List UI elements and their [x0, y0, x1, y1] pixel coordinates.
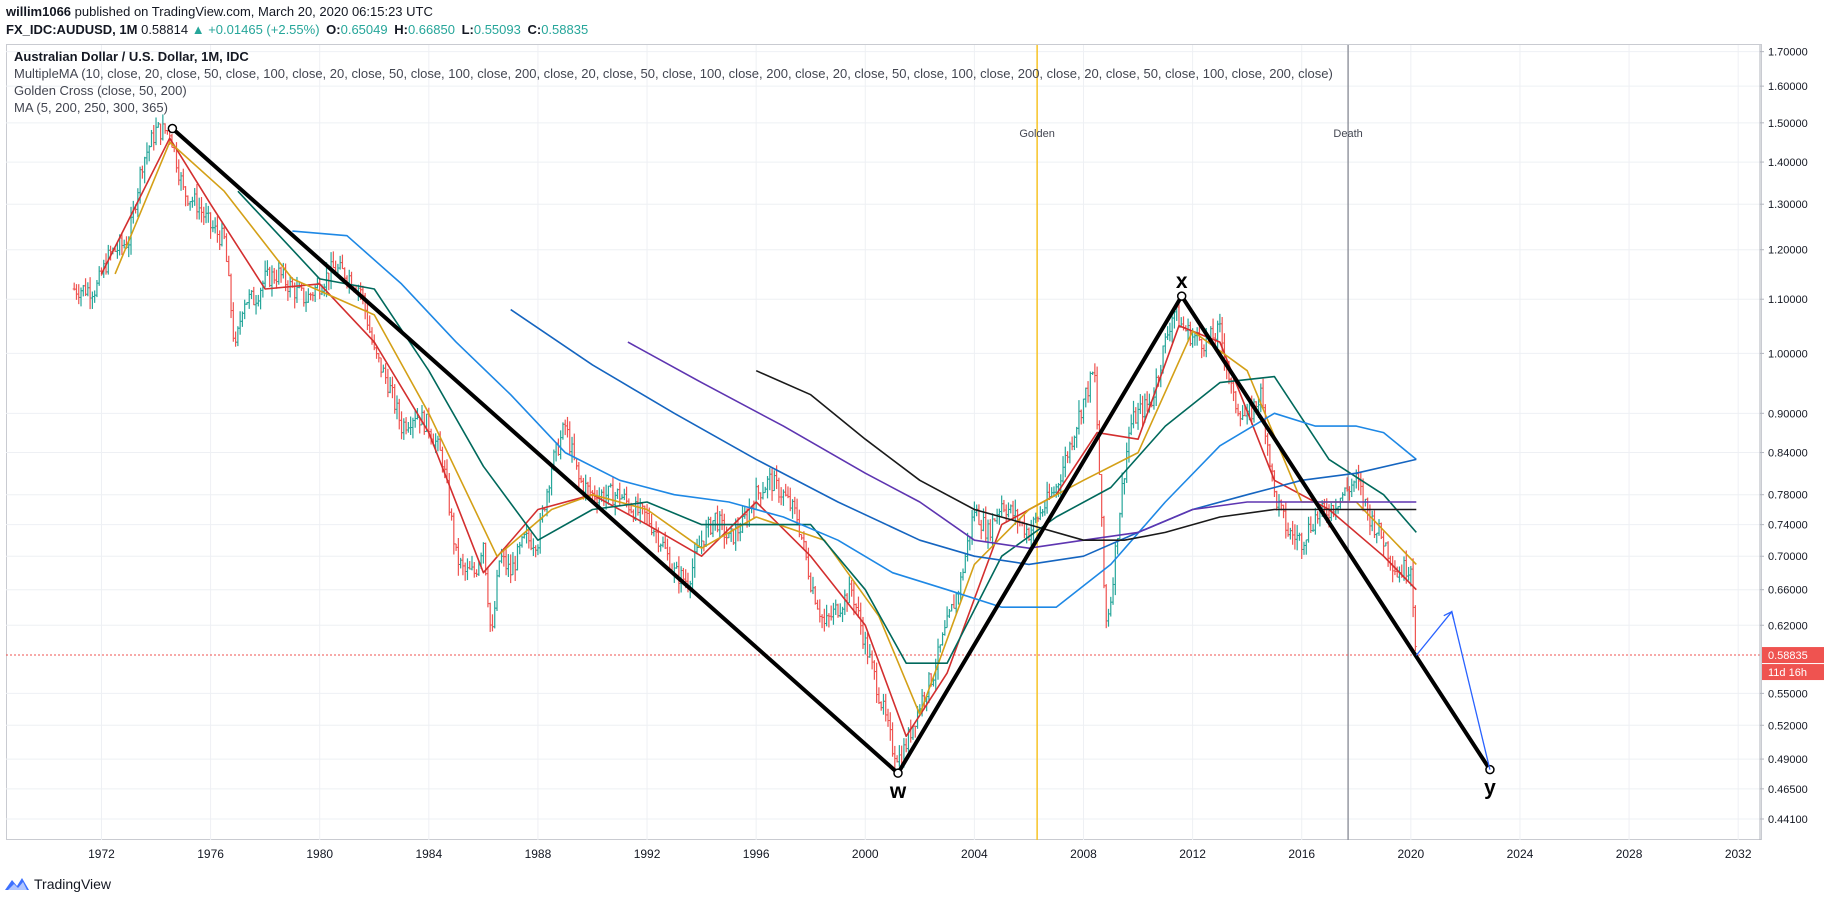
legend-multiple-ma[interactable]: MultipleMA (10, close, 20, close, 50, cl… [14, 66, 1333, 81]
time-tick-label: 2000 [852, 847, 879, 861]
wave-anchor[interactable] [893, 768, 903, 778]
tradingview-logo-icon[interactable] [4, 876, 30, 892]
time-axis[interactable]: 1972 1976 1980 1984 1988 1992 1996 2000 2004 2008… [88, 847, 1752, 861]
price-tick-label: 0.44100 [1768, 814, 1808, 826]
price-change: +0.01465 (+2.55%) [208, 22, 320, 37]
publish-date: published on TradingView.com, March 20, … [74, 4, 433, 19]
price-tick-label: 1.20000 [1768, 245, 1808, 257]
time-tick-label: 2028 [1616, 847, 1643, 861]
low-label: L: [461, 22, 474, 37]
time-tick-label: 2012 [1179, 847, 1206, 861]
wave-line[interactable] [171, 127, 1492, 776]
time-tick-label: 1976 [197, 847, 224, 861]
symbol-label[interactable]: FX_IDC:AUDUSD, 1M [6, 22, 138, 37]
countdown-label: 11d 16h [1768, 667, 1807, 679]
price-tick-label: 0.90000 [1768, 408, 1808, 420]
moving-averages [100, 137, 1417, 738]
time-tick-label: 1988 [525, 847, 552, 861]
time-tick-label: 2004 [961, 847, 988, 861]
price-tick-label: 0.55000 [1768, 688, 1808, 700]
publish-info: willim1066 published on TradingView.com,… [6, 2, 433, 22]
event-markers: Golden Death [6, 45, 1760, 840]
ma-line [114, 141, 1417, 716]
price-tick-label: 0.49000 [1768, 754, 1808, 766]
time-tick-label: 1972 [88, 847, 115, 861]
price-tick-label: 0.74000 [1768, 520, 1808, 532]
legend-golden-cross[interactable]: Golden Cross (close, 50, 200) [14, 83, 187, 98]
high-label: H: [394, 22, 408, 37]
chart-grid [6, 45, 1760, 840]
event-label-death: Death [1333, 128, 1362, 140]
time-tick-label: 1984 [415, 847, 442, 861]
ma-line [627, 341, 1417, 549]
ma-line [510, 308, 1417, 566]
wave-label-w[interactable]: w [889, 780, 907, 803]
brand-name[interactable]: TradingView [34, 876, 112, 892]
price-tick-label: 1.10000 [1768, 294, 1808, 306]
price-tick-label: 1.70000 [1768, 47, 1808, 59]
change-arrow-icon: ▲ [191, 22, 205, 37]
price-tick-label: 0.84000 [1768, 448, 1808, 460]
time-tick-label: 2020 [1397, 847, 1424, 861]
chart-frame [6, 44, 1762, 840]
last-price: 0.58814 [141, 22, 189, 37]
time-tick-label: 1980 [306, 847, 333, 861]
high-value: 0.66850 [407, 22, 455, 37]
price-tick-label: 0.62000 [1768, 620, 1808, 632]
projection-arrow-icon[interactable] [1443, 610, 1455, 620]
time-tick-label: 2008 [1070, 847, 1097, 861]
price-tick-label: 0.52000 [1768, 720, 1808, 732]
price-tick-label: 1.40000 [1768, 157, 1808, 169]
wave-anchor[interactable] [1485, 764, 1495, 775]
price-tick-label: 0.66000 [1768, 585, 1808, 597]
legend-title[interactable]: Australian Dollar / U.S. Dollar, 1M, IDC [14, 49, 249, 64]
projection-line[interactable] [1415, 610, 1491, 770]
last-price-label: 0.58835 [1768, 650, 1808, 662]
open-value: 0.65049 [340, 22, 388, 37]
ma-line [100, 137, 1417, 738]
price-tick-label: 1.00000 [1768, 348, 1808, 360]
price-tick-label: 1.60000 [1768, 81, 1808, 93]
time-tick-label: 1992 [634, 847, 661, 861]
price-tick-label: 0.78000 [1768, 490, 1808, 502]
time-tick-label: 2024 [1507, 847, 1534, 861]
chart-legend: Australian Dollar / U.S. Dollar, 1M, IDC… [14, 48, 1333, 116]
last-price-badge [1762, 647, 1824, 664]
countdown-badge [1762, 664, 1824, 681]
author-name[interactable]: willim1066 [6, 4, 72, 19]
wave-label-x[interactable]: x [1176, 270, 1188, 293]
wave-label-y[interactable]: y [1484, 777, 1496, 800]
ma-line [292, 230, 1417, 608]
close-value: 0.58835 [541, 22, 589, 37]
time-tick-label: 2032 [1725, 847, 1752, 861]
price-tick-label: 0.70000 [1768, 551, 1808, 563]
wave-anchor[interactable] [1176, 291, 1187, 301]
wave-anchor[interactable] [167, 123, 178, 134]
footer: TradingView [4, 876, 111, 892]
wave-drawing[interactable]: w x y [167, 123, 1496, 804]
time-tick-label: 2016 [1288, 847, 1315, 861]
low-value: 0.55093 [473, 22, 521, 37]
time-tick-label: 1996 [743, 847, 770, 861]
close-label: C: [527, 22, 542, 37]
legend-ma[interactable]: MA (5, 200, 250, 300, 365) [14, 100, 168, 115]
price-bars [72, 114, 1417, 770]
price-tick-label: 1.30000 [1768, 199, 1808, 211]
price-axis[interactable]: 1.70000 1.60000 1.50000 1.40000 1.30000 1.200… [1759, 45, 1824, 840]
event-label-golden: Golden [1019, 128, 1054, 140]
price-tick-label: 0.46500 [1768, 784, 1808, 796]
open-label: O: [326, 22, 341, 37]
price-tick-label: 1.50000 [1768, 118, 1808, 130]
symbol-bar: FX_IDC:AUDUSD, 1M 0.58814 ▲ +0.01465 (+2… [6, 20, 588, 40]
